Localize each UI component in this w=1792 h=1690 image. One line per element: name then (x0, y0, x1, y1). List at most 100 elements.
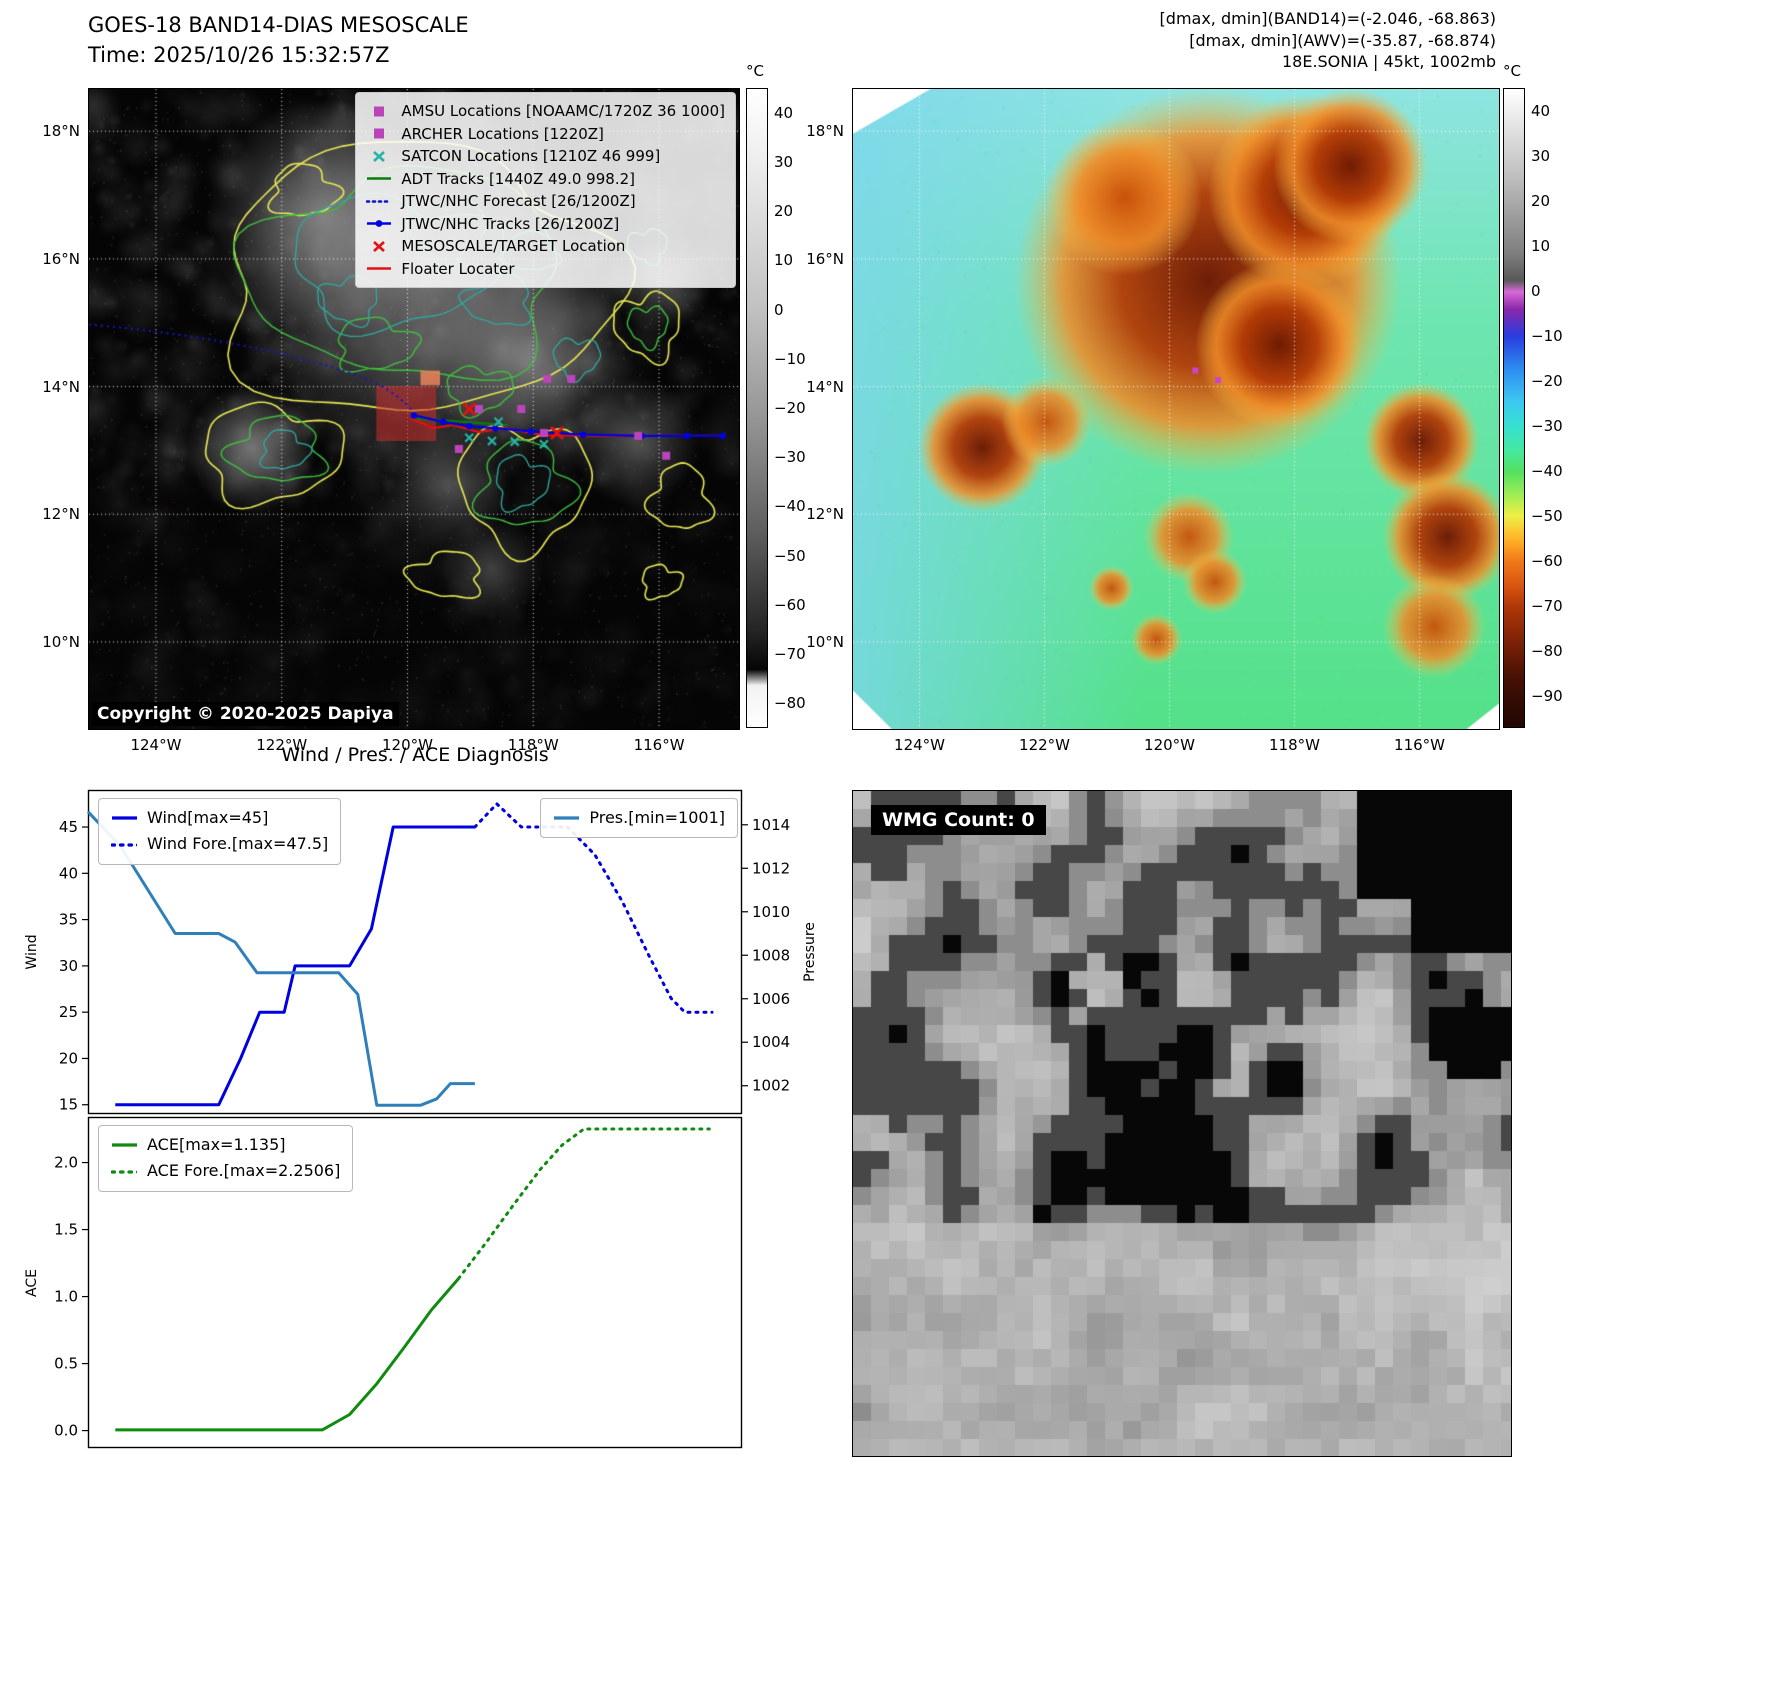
svg-text:1008: 1008 (752, 946, 790, 964)
line-sample-icon (111, 839, 137, 851)
legend-item-label: ACE Fore.[max=2.2506] (147, 1161, 341, 1181)
legend-item: Wind[max=45] (111, 805, 328, 831)
chart-title: Wind / Pres. / ACE Diagnosis (281, 744, 549, 766)
x-tick-label: 120°W (382, 736, 433, 754)
colorbar-tick-label: 0 (1531, 281, 1541, 300)
legend-item: ACE Fore.[max=2.2506] (111, 1158, 340, 1184)
awv-map-panel: 124°W 122°W 120°W 118°W 116°W 18°N 16°N 14°N 12°… (806, 88, 1500, 754)
legend-item-label: Floater Locater (401, 259, 515, 278)
wmg-panel: WMG Count: 0 (852, 790, 1512, 1457)
pressure-legend: Pres.[min=1001] (540, 798, 738, 839)
colorbar-tick-label: −80 (1531, 642, 1563, 661)
svg-text:1010: 1010 (752, 903, 790, 921)
svg-text:25: 25 (59, 1003, 78, 1021)
x-tick-label: 116°W (633, 736, 685, 754)
x-tick-label: 124°W (130, 736, 182, 754)
colorbar-tick-label: −40 (774, 497, 806, 516)
square-marker-icon (366, 127, 392, 140)
svg-text:35: 35 (59, 911, 78, 929)
colorbar-tick-label: −20 (1531, 371, 1563, 390)
legend-item-label: MESOSCALE/TARGET Location (401, 237, 626, 255)
legend-item: Wind Fore.[max=47.5] (111, 831, 328, 857)
colorbar-tick-label: 20 (1531, 191, 1551, 210)
svg-text:1014: 1014 (752, 816, 790, 834)
y-tick-label: 12°N (806, 505, 844, 524)
y-tick-label: 14°N (806, 377, 844, 396)
colorbar-tick-label: −40 (1531, 462, 1563, 481)
page-title: GOES-18 BAND14-DIAS MESOSCALE (88, 13, 469, 37)
legend-item: AMSU Locations [NOAAMC/1720Z 36 1000] (366, 100, 725, 123)
x-tick-label: 120°W (1144, 736, 1196, 754)
colorbar-unit: °C (746, 62, 764, 80)
awv-headers: [dmax, dmin](BAND14)=(-2.046, -68.863) [… (996, 8, 1496, 73)
svg-text:20: 20 (59, 1049, 78, 1067)
awv-colorbar: °C 40 30 20 10 0 −10 −20 −30 −40 −50 −60 −70 −80 −90 (1503, 62, 1563, 728)
colorbar-tick-label: −30 (774, 448, 806, 467)
svg-text:1004: 1004 (752, 1033, 790, 1051)
x-marker-icon (366, 240, 392, 253)
svg-text:15: 15 (59, 1096, 78, 1114)
svg-text:30: 30 (59, 957, 78, 975)
dmax-dmin-band14: [dmax, dmin](BAND14)=(-2.046, -68.863) (1159, 9, 1496, 28)
legend-item: JTWC/NHC Tracks [26/1200Z] (366, 213, 725, 236)
line-marker-icon (366, 262, 392, 275)
band14-titles: GOES-18 BAND14-DIAS MESOSCALE Time: 2025… (88, 10, 469, 71)
line-sample-icon (111, 812, 137, 824)
legend-item: Pres.[min=1001] (553, 805, 725, 831)
colorbar-tick-label: −70 (1531, 597, 1563, 616)
colorbar-tick-label: −30 (1531, 417, 1563, 436)
ace-legend: ACE[max=1.135] ACE Fore.[max=2.2506] (98, 1125, 354, 1192)
colorbar-tick-label: −50 (1531, 507, 1563, 526)
x-tick-label: 116°W (1394, 736, 1446, 754)
x-tick-label: 118°W (1269, 736, 1321, 754)
y-tick-label: 10°N (42, 632, 80, 651)
wind-legend: Wind[max=45] Wind Fore.[max=47.5] (98, 798, 342, 865)
colorbar-tick-label: 30 (1531, 146, 1551, 165)
y-axis-label-wind: Wind (24, 934, 40, 970)
square-marker-icon (366, 105, 392, 118)
colorbar-tick-label: −90 (1531, 687, 1563, 706)
legend-item-label: ACE[max=1.135] (147, 1135, 286, 1154)
legend-item-label: AMSU Locations [NOAAMC/1720Z 36 1000] (401, 102, 725, 120)
enhanced-ir-colorbar (1503, 88, 1525, 728)
y-tick-label: 18°N (806, 122, 844, 141)
colorbar-tick-label: −60 (1531, 552, 1563, 571)
svg-text:2.0: 2.0 (54, 1154, 78, 1172)
colorbar-tick-label: 40 (774, 103, 794, 122)
legend-item: ACE[max=1.135] (111, 1132, 340, 1158)
dmax-dmin-awv: [dmax, dmin](AWV)=(-35.87, -68.874) (1189, 30, 1496, 50)
y-axis-label-pressure: Pressure (802, 922, 818, 982)
line-sample-icon (553, 812, 580, 824)
x-tick-label: 118°W (507, 736, 559, 754)
colorbar-tick-label: −10 (774, 349, 806, 368)
dotted-marker-icon (366, 195, 393, 208)
legend-item-label: Wind[max=45] (147, 808, 269, 827)
svg-text:45: 45 (59, 818, 78, 836)
legend-item: Floater Locater (366, 258, 725, 281)
x-tick-label: 122°W (256, 736, 308, 754)
legend-item-label: ADT Tracks [1440Z 49.0 998.2] (401, 169, 635, 188)
legend-item-label: JTWC/NHC Forecast [26/1200Z] (401, 192, 636, 210)
legend-item-label: SATCON Locations [1210Z 46 999] (401, 147, 661, 165)
svg-text:1.5: 1.5 (54, 1221, 78, 1239)
y-axis-label-ace: ACE (24, 1269, 40, 1297)
colorbar-tick-label: 10 (1531, 236, 1551, 255)
awv-satellite-image (853, 89, 1499, 729)
colorbar-tick-label: −70 (774, 645, 806, 664)
x-marker-icon (366, 150, 392, 163)
colorbar-tick-label: 30 (774, 152, 794, 171)
svg-text:0.0: 0.0 (54, 1422, 78, 1440)
svg-text:1.0: 1.0 (54, 1288, 78, 1306)
svg-text:1006: 1006 (752, 990, 790, 1008)
colorbar-tick-label: 0 (774, 300, 784, 319)
svg-text:1012: 1012 (752, 859, 790, 877)
wind-pressure-chart: 15 20 25 30 35 40 45 1002 1004 1006 1008 1010 1012 10… (59, 789, 790, 1115)
legend-item-label: Pres.[min=1001] (589, 808, 725, 827)
colorbar-tick-label: −80 (774, 694, 806, 713)
map-legend: AMSU Locations [NOAAMC/1720Z 36 1000] ARC… (355, 92, 736, 288)
colorbar-unit: °C (1503, 62, 1521, 80)
linedot-marker-icon (366, 217, 392, 230)
y-tick-label: 10°N (806, 632, 844, 651)
band14-colorbar: °C 40 30 20 10 0 −10 −20 −30 −40 −50 −60 −70 −80 (746, 62, 806, 728)
legend-item: ARCHER Locations [1220Z] (366, 123, 725, 146)
